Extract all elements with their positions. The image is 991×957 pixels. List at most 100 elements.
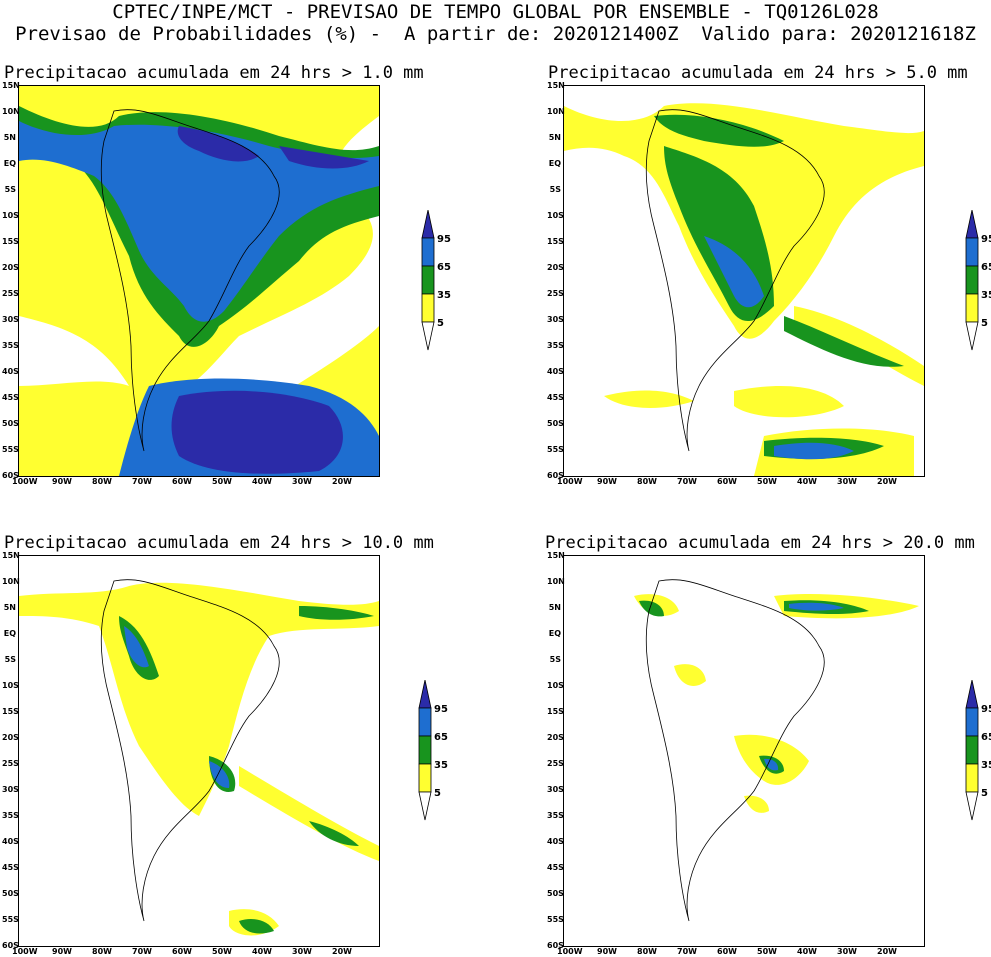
lat-tick-label: 10S xyxy=(2,211,19,220)
lat-tick-label: 15N xyxy=(547,81,565,90)
lat-tick-label: 15N xyxy=(2,81,20,90)
legend-level-label: 65 xyxy=(434,732,448,743)
legend-level-label: 95 xyxy=(434,704,448,715)
legend-level-label: 35 xyxy=(434,760,448,771)
panel-title-3: Precipitacao acumulada em 24 hrs > 10.0 … xyxy=(4,533,434,553)
legend-swatch xyxy=(965,237,979,267)
lat-tick-label: 5N xyxy=(548,603,561,612)
lat-tick-label: EQ xyxy=(3,629,16,638)
lon-tick-label: 20W xyxy=(332,947,352,956)
legend-swatch xyxy=(965,707,979,737)
lat-tick-label: 55S xyxy=(547,915,564,924)
lat-tick-label: 50S xyxy=(547,419,564,428)
header-line-1: CPTEC/INPE/MCT - PREVISAO DE TEMPO GLOBA… xyxy=(112,1,879,23)
panel-title-2: Precipitacao acumulada em 24 hrs > 5.0 m… xyxy=(548,63,968,83)
lon-tick-label: 100W xyxy=(12,947,38,956)
legend-swatch xyxy=(421,321,435,351)
legend-level-label: 5 xyxy=(981,788,988,799)
lat-tick-label: 40S xyxy=(547,367,564,376)
lon-tick-label: 80W xyxy=(637,947,657,956)
prob-south-core xyxy=(171,390,343,474)
lat-tick-label: 5N xyxy=(548,133,561,142)
lon-tick-label: 60W xyxy=(172,947,192,956)
lon-tick-label: 60W xyxy=(172,477,192,486)
panel-title-1: Precipitacao acumulada em 24 hrs > 1.0 m… xyxy=(4,63,424,83)
lat-tick-label: 25S xyxy=(547,759,564,768)
lon-tick-label: 100W xyxy=(12,477,38,486)
legend-level-label: 65 xyxy=(981,262,991,273)
lon-tick-label: 70W xyxy=(132,477,152,486)
map-panel-1 xyxy=(18,85,380,477)
lat-tick-label: 10S xyxy=(547,681,564,690)
south-america-outline xyxy=(645,579,825,922)
lat-tick-label: 35S xyxy=(547,341,564,350)
color-legend xyxy=(965,210,979,351)
legend-swatch xyxy=(418,680,432,709)
legend-swatch xyxy=(418,707,432,737)
legend-swatch xyxy=(421,210,435,239)
lon-tick-label: 70W xyxy=(677,477,697,486)
lat-tick-label: 35S xyxy=(2,811,19,820)
lat-tick-label: 25S xyxy=(547,289,564,298)
lat-tick-label: 60S xyxy=(2,941,19,950)
lon-tick-label: 80W xyxy=(92,947,112,956)
lat-tick-label: 20S xyxy=(547,263,564,272)
lat-tick-label: 10S xyxy=(2,681,19,690)
prob-95-region xyxy=(177,126,369,169)
lon-tick-label: 50W xyxy=(212,947,232,956)
legend-swatch xyxy=(418,735,432,765)
lat-tick-label: 10N xyxy=(547,107,565,116)
lat-tick-label: 50S xyxy=(2,419,19,428)
legend-level-label: 35 xyxy=(981,290,991,301)
lon-tick-label: 70W xyxy=(132,947,152,956)
lat-tick-label: 45S xyxy=(2,393,19,402)
lon-tick-label: 60W xyxy=(717,947,737,956)
lat-tick-label: 30S xyxy=(547,315,564,324)
panel-title-4: Precipitacao acumulada em 24 hrs > 20.0 … xyxy=(545,533,975,553)
south-america-outline xyxy=(100,579,280,922)
lat-tick-label: 40S xyxy=(547,837,564,846)
lat-tick-label: 60S xyxy=(547,941,564,950)
lon-tick-label: 20W xyxy=(877,947,897,956)
legend-swatch xyxy=(421,237,435,267)
map-panel-3 xyxy=(18,555,380,947)
lat-tick-label: 45S xyxy=(2,863,19,872)
lon-tick-label: 20W xyxy=(877,477,897,486)
lon-tick-label: 20W xyxy=(332,477,352,486)
lat-tick-label: 10N xyxy=(2,577,20,586)
legend-swatch xyxy=(965,265,979,295)
south-america-outline xyxy=(645,109,825,452)
color-legend xyxy=(421,210,435,351)
legend-swatch xyxy=(965,293,979,323)
header-line-2: Previsao de Probabilidades (%) - A parti… xyxy=(15,23,976,45)
lat-tick-label: 5S xyxy=(4,185,16,194)
lon-tick-label: 80W xyxy=(92,477,112,486)
lat-tick-label: 15N xyxy=(2,551,20,560)
lon-tick-label: 40W xyxy=(797,477,817,486)
legend-swatch xyxy=(965,763,979,793)
lat-tick-label: 35S xyxy=(2,341,19,350)
prob-65-region xyxy=(704,236,854,460)
legend-level-label: 95 xyxy=(981,704,991,715)
lon-tick-label: 90W xyxy=(597,477,617,486)
legend-swatch xyxy=(418,763,432,793)
legend-level-label: 35 xyxy=(981,760,991,771)
lon-tick-label: 30W xyxy=(837,947,857,956)
lon-tick-label: 30W xyxy=(292,947,312,956)
lat-tick-label: 15S xyxy=(2,707,19,716)
lat-tick-label: 30S xyxy=(547,785,564,794)
lat-tick-label: 15S xyxy=(547,707,564,716)
lon-tick-label: 40W xyxy=(252,947,272,956)
lon-tick-label: 50W xyxy=(757,947,777,956)
lat-tick-label: 40S xyxy=(2,837,19,846)
lat-tick-label: 55S xyxy=(2,915,19,924)
prob-65-region xyxy=(19,121,379,322)
legend-swatch xyxy=(418,791,432,821)
lat-tick-label: 15N xyxy=(547,551,565,560)
prob-5-region xyxy=(19,582,379,936)
lat-tick-label: 60S xyxy=(2,471,19,480)
legend-swatch xyxy=(421,265,435,295)
color-legend xyxy=(965,680,979,821)
prob-5-region xyxy=(634,594,919,813)
lon-tick-label: 80W xyxy=(637,477,657,486)
